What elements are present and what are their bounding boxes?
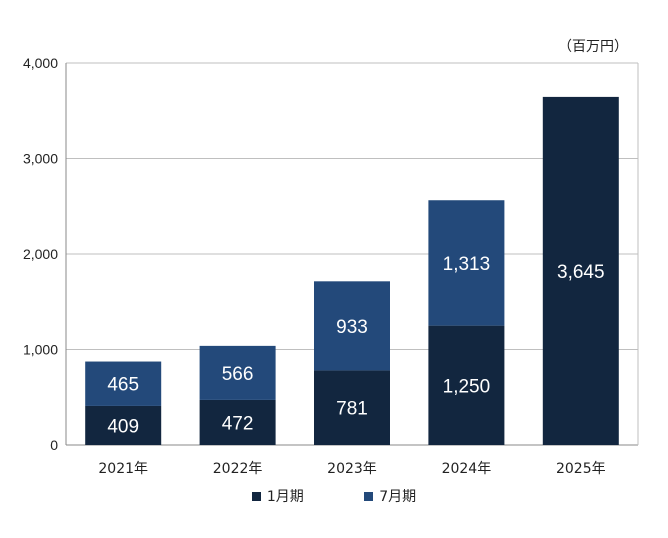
- legend: 1月期 7月期: [0, 486, 668, 506]
- legend-label: 1月期: [266, 489, 304, 505]
- data-labels: 409 465 472 566 781 933 1,250 1,313 3,645: [107, 254, 604, 438]
- y-tick-label: 0: [50, 437, 58, 453]
- y-tick-label: 2,000: [23, 246, 58, 262]
- bar-1-3: [314, 370, 390, 445]
- bar-2-3: [314, 281, 390, 371]
- x-category-label: 2025年: [556, 461, 606, 477]
- data-label: 933: [336, 317, 368, 338]
- y-axis-ticks: 0 1,000 2,000 3,000 4,000: [23, 55, 58, 453]
- data-label: 1,313: [443, 254, 491, 275]
- y-tick-label: 4,000: [23, 55, 58, 71]
- data-label: 409: [107, 416, 139, 437]
- legend-label: 7月期: [379, 489, 417, 505]
- bar-1-4: [428, 325, 505, 445]
- data-label: 781: [336, 399, 368, 420]
- data-label: 1,250: [443, 376, 491, 397]
- bar-1-5: [542, 96, 619, 445]
- bar-2-4: [428, 200, 505, 326]
- x-category-label: 2021年: [98, 461, 148, 477]
- x-category-label: 2023年: [327, 461, 377, 477]
- bars: [85, 96, 619, 445]
- x-category-label: 2024年: [442, 461, 492, 477]
- bar-1-1: [85, 405, 162, 445]
- data-label: 465: [107, 375, 139, 396]
- bar-1-2: [199, 399, 276, 445]
- bar-2-1: [85, 361, 162, 406]
- data-label: 472: [222, 413, 254, 434]
- data-label: 3,645: [557, 262, 605, 283]
- x-category-label: 2022年: [213, 461, 263, 477]
- legend-swatch: [364, 491, 374, 501]
- data-label: 566: [222, 364, 254, 385]
- legend-item-series-1: 1月期: [251, 486, 304, 506]
- y-tick-label: 1,000: [23, 342, 58, 358]
- legend-item-series-2: 7月期: [364, 486, 416, 506]
- bar-2-2: [199, 345, 276, 400]
- legend-swatch: [251, 491, 261, 501]
- y-tick-label: 3,000: [23, 151, 58, 167]
- x-axis-categories: 2021年 2022年 2023年 2024年 2025年: [98, 461, 605, 477]
- unit-label: （百万円）: [558, 39, 628, 55]
